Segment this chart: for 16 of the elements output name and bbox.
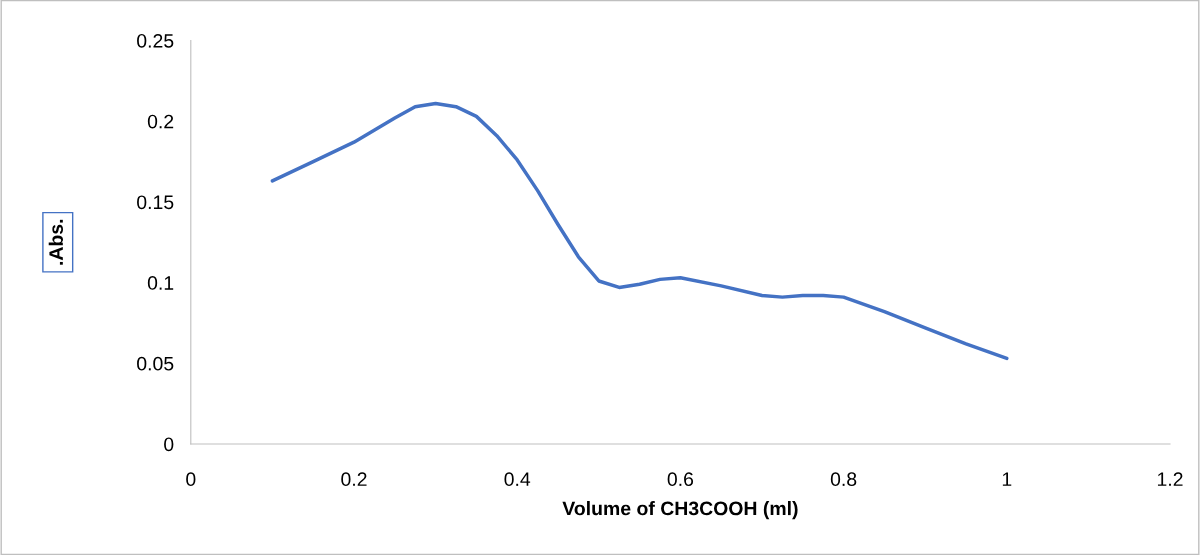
y-axis-title: .Abs. bbox=[48, 219, 63, 265]
x-tick-label: 0.8 bbox=[830, 472, 857, 487]
x-tick-label: 1.2 bbox=[1157, 472, 1183, 486]
x-tick-label: 0.4 bbox=[504, 472, 531, 487]
x-tick-label: 0.2 bbox=[341, 472, 367, 487]
y-tick-label: 0.05 bbox=[137, 356, 174, 371]
y-tick-label: 0.2 bbox=[147, 114, 174, 129]
line-series bbox=[270, 101, 1009, 361]
y-tick-label: 0.15 bbox=[137, 195, 174, 210]
y-tick-label: 0.1 bbox=[147, 276, 174, 290]
x-tick-label: 0 bbox=[186, 472, 196, 487]
y-tick-label: 0 bbox=[164, 437, 174, 452]
x-axis-title: Volume of CH3COOH (ml) bbox=[562, 501, 798, 520]
x-tick-label: 0.6 bbox=[667, 472, 694, 487]
x-tick-label: 1 bbox=[1002, 472, 1012, 486]
y-tick-label: 0.25 bbox=[137, 33, 174, 48]
